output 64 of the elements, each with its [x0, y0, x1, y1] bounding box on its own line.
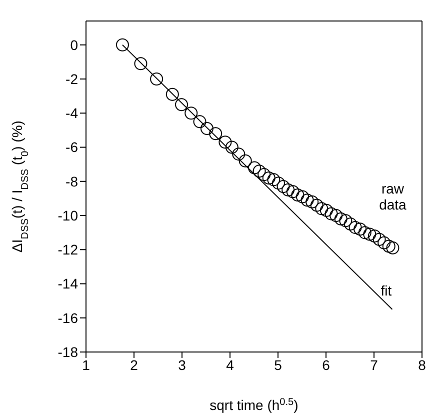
x-tick-label: 7	[370, 356, 378, 373]
point	[184, 106, 198, 120]
point	[267, 173, 280, 186]
point	[276, 180, 290, 193]
point	[252, 164, 266, 178]
point	[382, 240, 396, 253]
point	[348, 220, 362, 234]
point	[218, 136, 232, 149]
point	[282, 183, 295, 196]
point	[209, 127, 222, 140]
y-tick-label: -6	[66, 139, 78, 156]
point	[354, 222, 367, 236]
point	[315, 202, 328, 216]
y-tick-label: -10	[58, 207, 78, 224]
series-label: fit	[380, 282, 392, 298]
point	[286, 185, 300, 198]
point	[262, 171, 276, 184]
x-tick-label: 4	[226, 356, 234, 373]
y-tick-label: -12	[58, 242, 78, 258]
point	[358, 226, 372, 240]
y-tick-label: -18	[58, 344, 78, 360]
point	[310, 198, 324, 212]
point	[232, 148, 246, 161]
point	[258, 168, 271, 182]
point	[291, 188, 304, 202]
point	[238, 154, 252, 168]
y-tick-label: -4	[66, 105, 78, 122]
point	[193, 115, 206, 128]
point	[272, 176, 285, 190]
point	[330, 209, 343, 222]
y-tick-label: -2	[66, 70, 78, 87]
point	[200, 122, 214, 135]
point	[324, 207, 338, 220]
point	[372, 232, 386, 246]
x-tick-label: 1	[82, 356, 90, 373]
point	[116, 38, 129, 52]
x-tick-label: 6	[322, 356, 330, 373]
point	[175, 98, 188, 112]
x-tick-label: 8	[418, 356, 426, 373]
point	[150, 72, 164, 86]
point	[339, 214, 352, 228]
point	[134, 57, 148, 70]
point	[248, 161, 261, 174]
point	[378, 236, 391, 250]
x-tick-label: 5	[274, 356, 282, 373]
point	[225, 140, 238, 154]
series-label: raw data	[379, 180, 407, 212]
point	[166, 88, 179, 101]
x-tick-label: 3	[178, 356, 186, 373]
point	[386, 241, 400, 254]
x-tick-label: 2	[130, 356, 138, 373]
point	[306, 195, 319, 208]
y-tick-label: -14	[58, 276, 78, 292]
y-tick-label: -8	[66, 173, 78, 190]
y-tick-label: 0	[70, 36, 78, 53]
point	[320, 204, 333, 217]
point	[368, 229, 381, 242]
x-axis-title: sqrt time (h$^{0.5}$)	[210, 396, 298, 413]
point	[363, 228, 376, 241]
point	[296, 190, 309, 204]
point	[300, 194, 314, 207]
point	[344, 218, 357, 231]
y-tick-label: -16	[58, 310, 78, 326]
point	[334, 212, 348, 226]
